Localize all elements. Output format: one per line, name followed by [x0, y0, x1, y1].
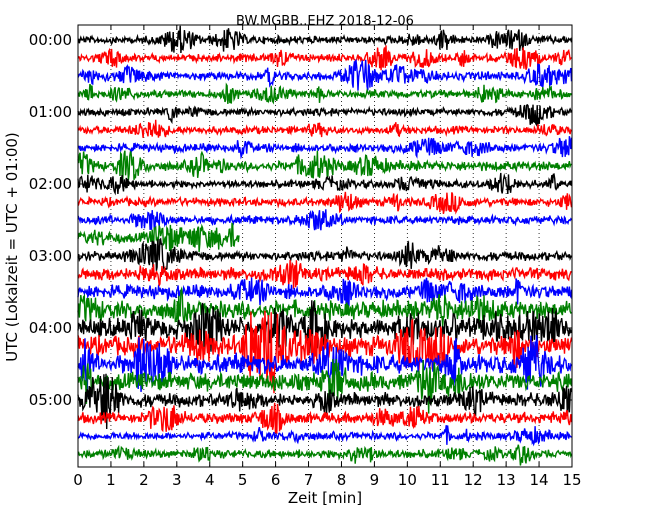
x-tick-label: 4 — [205, 471, 215, 489]
seismogram-trace — [77, 359, 573, 414]
x-tick-label: 15 — [562, 471, 581, 489]
x-axis-label: Zeit [min] — [288, 489, 362, 507]
x-tick-label: 3 — [172, 471, 182, 489]
chart-title: BW.MGBB..EHZ 2018-12-06 — [236, 14, 414, 29]
y-tick-label: 03:00 — [29, 247, 72, 265]
seismogram-trace — [77, 425, 572, 447]
seismogram-trace — [77, 402, 573, 434]
x-tick-label: 9 — [370, 471, 380, 489]
y-tick-label: 04:00 — [29, 319, 72, 337]
seismogram-trace — [77, 373, 573, 430]
seismogram-trace — [77, 150, 572, 181]
seismogram-trace — [77, 259, 572, 289]
seismogram-trace — [77, 209, 573, 231]
seismogram-trace — [77, 222, 240, 253]
seismogram-trace — [77, 300, 573, 356]
x-tick-label: 10 — [398, 471, 417, 489]
seismogram-trace — [77, 25, 573, 54]
seismogram-trace — [77, 191, 573, 215]
x-tick-label: 13 — [497, 471, 516, 489]
y-axis-label: UTC (Lokalzeit = UTC + 01:00) — [3, 132, 21, 362]
y-axis: 00:00 01:00 02:00 03:00 04:00 05:00 — [29, 31, 572, 409]
y-tick-label: 05:00 — [29, 391, 72, 409]
seismogram-trace — [77, 310, 573, 394]
seismogram-trace — [77, 172, 573, 196]
x-tick-label: 12 — [464, 471, 483, 489]
x-tick-label: 11 — [431, 471, 450, 489]
seismogram-trace — [77, 59, 573, 91]
x-tick-label: 2 — [139, 471, 149, 489]
x-tick-label: 5 — [238, 471, 248, 489]
x-tick-label: 0 — [73, 471, 83, 489]
seismogram-trace — [77, 104, 573, 127]
seismogram-trace — [77, 45, 572, 71]
seismogram-trace — [77, 237, 572, 273]
seismogram-trace — [77, 444, 573, 466]
seismogram-trace — [77, 136, 573, 160]
seismogram-trace — [77, 334, 573, 398]
x-tick-label: 7 — [304, 471, 314, 489]
y-tick-label: 02:00 — [29, 175, 72, 193]
seismogram-trace — [77, 119, 573, 138]
traces — [77, 25, 573, 466]
x-axis: 0 1 2 3 4 5 6 7 8 9 10 11 12 13 14 15 — [73, 25, 582, 489]
x-tick-label: 6 — [271, 471, 281, 489]
seismogram-trace — [77, 277, 573, 307]
seismogram-trace — [77, 82, 573, 105]
plot-frame — [77, 24, 573, 468]
y-tick-label: 01:00 — [29, 103, 72, 121]
x-tick-label: 8 — [337, 471, 347, 489]
x-tick-label: 1 — [106, 471, 116, 489]
y-tick-label: 00:00 — [29, 31, 72, 49]
x-tick-label: 14 — [530, 471, 549, 489]
